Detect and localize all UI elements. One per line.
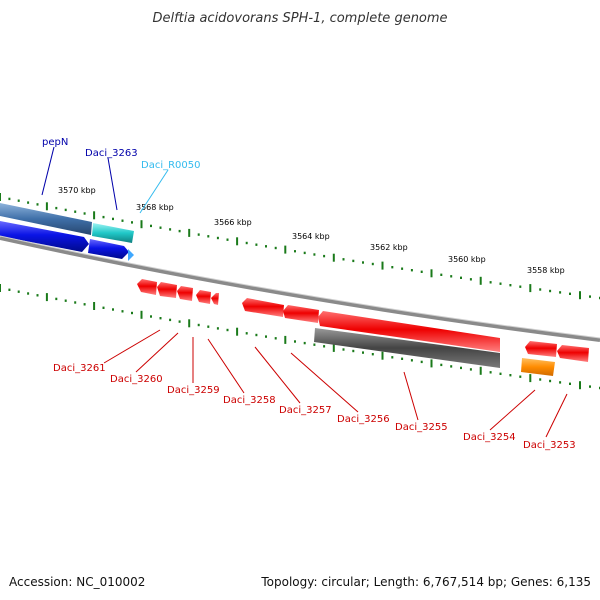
genome-backbone — [0, 236, 600, 342]
leader-daci-3258 — [207, 338, 245, 394]
scale-label: 3570 kbp — [58, 186, 96, 195]
gene-daci-3254[interactable] — [525, 341, 557, 357]
scale-label: 3560 kbp — [448, 255, 486, 264]
leader-daci-3255 — [403, 371, 419, 421]
label-daci-3260[interactable]: Daci_3260 — [110, 374, 163, 385]
label-daci-3253[interactable]: Daci_3253 — [523, 440, 576, 451]
label-daci-3256[interactable]: Daci_3256 — [337, 414, 390, 425]
label-daci-3255[interactable]: Daci_3255 — [395, 422, 448, 433]
leader-daci-3260 — [135, 332, 179, 373]
label-daci-3257[interactable]: Daci_3257 — [279, 405, 332, 416]
reverse-genes — [137, 279, 589, 376]
gene-daci-3258[interactable] — [196, 290, 211, 304]
leader-pepN — [41, 146, 55, 196]
leader-daci-3261 — [103, 329, 161, 364]
leader-daci-3253 — [545, 393, 568, 438]
gene-pepN-body[interactable] — [0, 221, 89, 252]
reverse-tick-track — [0, 284, 600, 390]
gene-daci-3255[interactable] — [318, 311, 500, 352]
scale-label: 3564 kbp — [292, 232, 330, 241]
leader-daci-3263 — [107, 157, 118, 211]
label-daci-3259[interactable]: Daci_3259 — [167, 385, 220, 396]
gene-daci-r0050-arrow[interactable] — [128, 249, 134, 261]
gene-daci-3257[interactable] — [242, 298, 284, 317]
gene-daci-3256[interactable] — [283, 305, 319, 323]
label-pepN[interactable]: pepN — [42, 137, 68, 148]
scale-label: 3562 kbp — [370, 243, 408, 252]
gene-daci-3258b[interactable] — [211, 293, 219, 305]
genome-backbone-highlight — [0, 235, 600, 339]
genome-info-text: Topology: circular; Length: 6,767,514 bp… — [260, 575, 591, 589]
label-daci-3258[interactable]: Daci_3258 — [223, 395, 276, 406]
label-daci-3261[interactable]: Daci_3261 — [53, 363, 106, 374]
gene-daci-3261[interactable] — [137, 279, 157, 295]
scale-label: 3568 kbp — [136, 203, 174, 212]
label-daci-r0050[interactable]: Daci_R0050 — [141, 160, 201, 171]
gene-daci-3255-pseudo[interactable] — [314, 328, 500, 368]
leader-daci-3257 — [254, 346, 301, 404]
scale-label: 3558 kbp — [527, 266, 565, 275]
gene-daci-3254-other[interactable] — [521, 358, 555, 376]
leader-lines — [41, 146, 568, 438]
leader-daci-3254 — [489, 389, 536, 431]
gene-pepN-arrow[interactable] — [0, 203, 92, 235]
gene-daci-3253[interactable] — [557, 345, 589, 362]
leader-daci-r0050 — [139, 169, 169, 214]
scale-labels: 3570 kbp 3568 kbp 3566 kbp 3564 kbp 3562… — [58, 186, 565, 275]
map-title: Delftia acidovorans SPH-1, complete geno… — [152, 11, 447, 26]
accession-text: Accession: NC_010002 — [9, 575, 145, 589]
gene-daci-3259[interactable] — [177, 286, 193, 301]
label-daci-3263[interactable]: Daci_3263 — [85, 148, 138, 159]
leader-daci-3256 — [290, 352, 359, 413]
scale-label: 3566 kbp — [214, 218, 252, 227]
gene-daci-3260[interactable] — [157, 282, 177, 298]
gene-daci-3263-upper[interactable] — [92, 223, 134, 243]
forward-tick-track — [0, 193, 600, 300]
forward-genes — [0, 203, 134, 261]
gene-labels: pepN Daci_3263 Daci_R0050 Daci_3261 Daci… — [42, 137, 576, 451]
gene-daci-3263-arrow[interactable] — [88, 239, 129, 259]
label-daci-3254[interactable]: Daci_3254 — [463, 432, 516, 443]
